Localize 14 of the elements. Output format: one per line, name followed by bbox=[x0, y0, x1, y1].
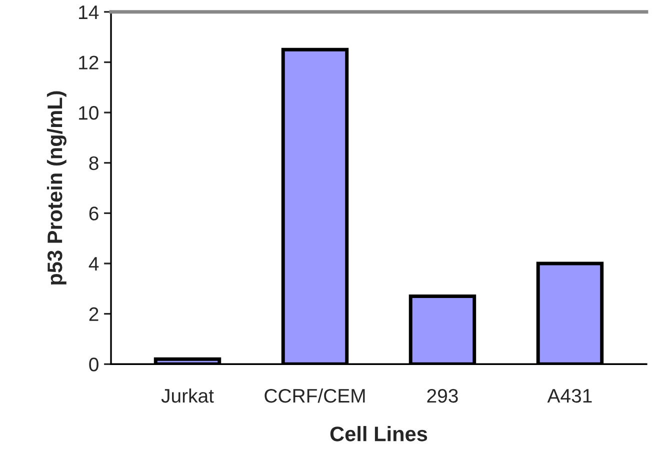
y-tick-label: 14 bbox=[79, 6, 99, 19]
y-tick-label: 8 bbox=[89, 156, 98, 170]
y-tick-label: 12 bbox=[79, 56, 98, 70]
y-axis-title: p53 Protein (ng/mL) bbox=[46, 91, 66, 284]
x-tick-label: Jurkat bbox=[161, 388, 214, 403]
x-axis-title: Cell Lines bbox=[330, 426, 428, 442]
x-tick-label: A431 bbox=[547, 388, 592, 403]
y-tick-label: 10 bbox=[79, 106, 98, 120]
x-tick-label: 293 bbox=[427, 388, 458, 403]
y-tick-label: 4 bbox=[88, 257, 99, 271]
y-tick-label: 6 bbox=[89, 206, 98, 220]
y-tick-label: 0 bbox=[89, 358, 98, 372]
y-tick-label: 2 bbox=[89, 307, 98, 321]
x-tick-label: CCRF/CEM bbox=[264, 388, 365, 403]
